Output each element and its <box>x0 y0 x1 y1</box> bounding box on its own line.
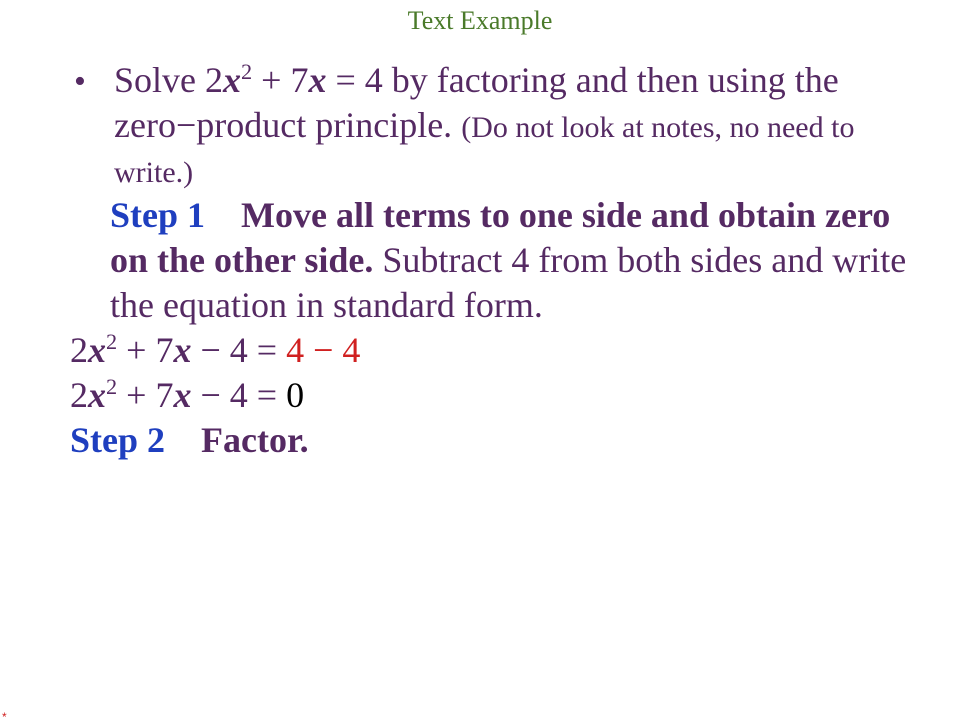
var-x: x <box>308 60 326 100</box>
slide-title: Text Example <box>0 6 960 36</box>
step2-title: Factor. <box>201 420 309 460</box>
var-x: x <box>88 375 106 415</box>
gap <box>165 420 201 460</box>
t: − <box>191 330 229 370</box>
slide-body: • Solve 2x2 + 7x = 4 by factoring and th… <box>0 58 960 463</box>
t: 7 <box>155 330 173 370</box>
t: 4 = <box>230 330 286 370</box>
step2-line: Step 2 Factor. <box>70 418 930 463</box>
t: 2 <box>70 330 88 370</box>
slide: Text Example • Solve 2x2 + 7x = 4 by fac… <box>0 6 960 720</box>
t-red: 4 − 4 <box>286 330 360 370</box>
t: 2 <box>205 60 223 100</box>
gap <box>205 195 241 235</box>
t: − <box>191 375 229 415</box>
var-x: x <box>173 330 191 370</box>
t: + <box>117 330 155 370</box>
problem-line: • Solve 2x2 + 7x = 4 by factoring and th… <box>70 58 930 193</box>
step2-label: Step 2 <box>70 420 165 460</box>
t-zero: 0 <box>286 375 304 415</box>
exp: 2 <box>241 59 252 84</box>
t: product principle. <box>196 105 461 145</box>
t: + <box>252 60 290 100</box>
t: = 4 <box>326 60 382 100</box>
equation-1: 2x2 + 7x − 4 = 4 − 4 <box>70 328 930 373</box>
var-x: x <box>173 375 191 415</box>
problem-text: Solve 2x2 + 7x = 4 by factoring and then… <box>114 58 930 193</box>
t: 2 <box>70 375 88 415</box>
corner-star-icon: * <box>2 710 7 720</box>
t: + <box>117 375 155 415</box>
t: 7 <box>155 375 173 415</box>
t: 7 <box>290 60 308 100</box>
exp: 2 <box>106 329 117 354</box>
bullet-icon: • <box>70 58 114 193</box>
t: Solve <box>114 60 205 100</box>
var-x: x <box>88 330 106 370</box>
step1-label: Step 1 <box>110 195 205 235</box>
t: 4 = <box>230 375 286 415</box>
t: − <box>176 105 196 145</box>
var-x: x <box>223 60 241 100</box>
equation-2: 2x2 + 7x − 4 = 0 <box>70 373 930 418</box>
step1-line: Step 1 Move all terms to one side and ob… <box>70 193 930 328</box>
exp: 2 <box>106 374 117 399</box>
